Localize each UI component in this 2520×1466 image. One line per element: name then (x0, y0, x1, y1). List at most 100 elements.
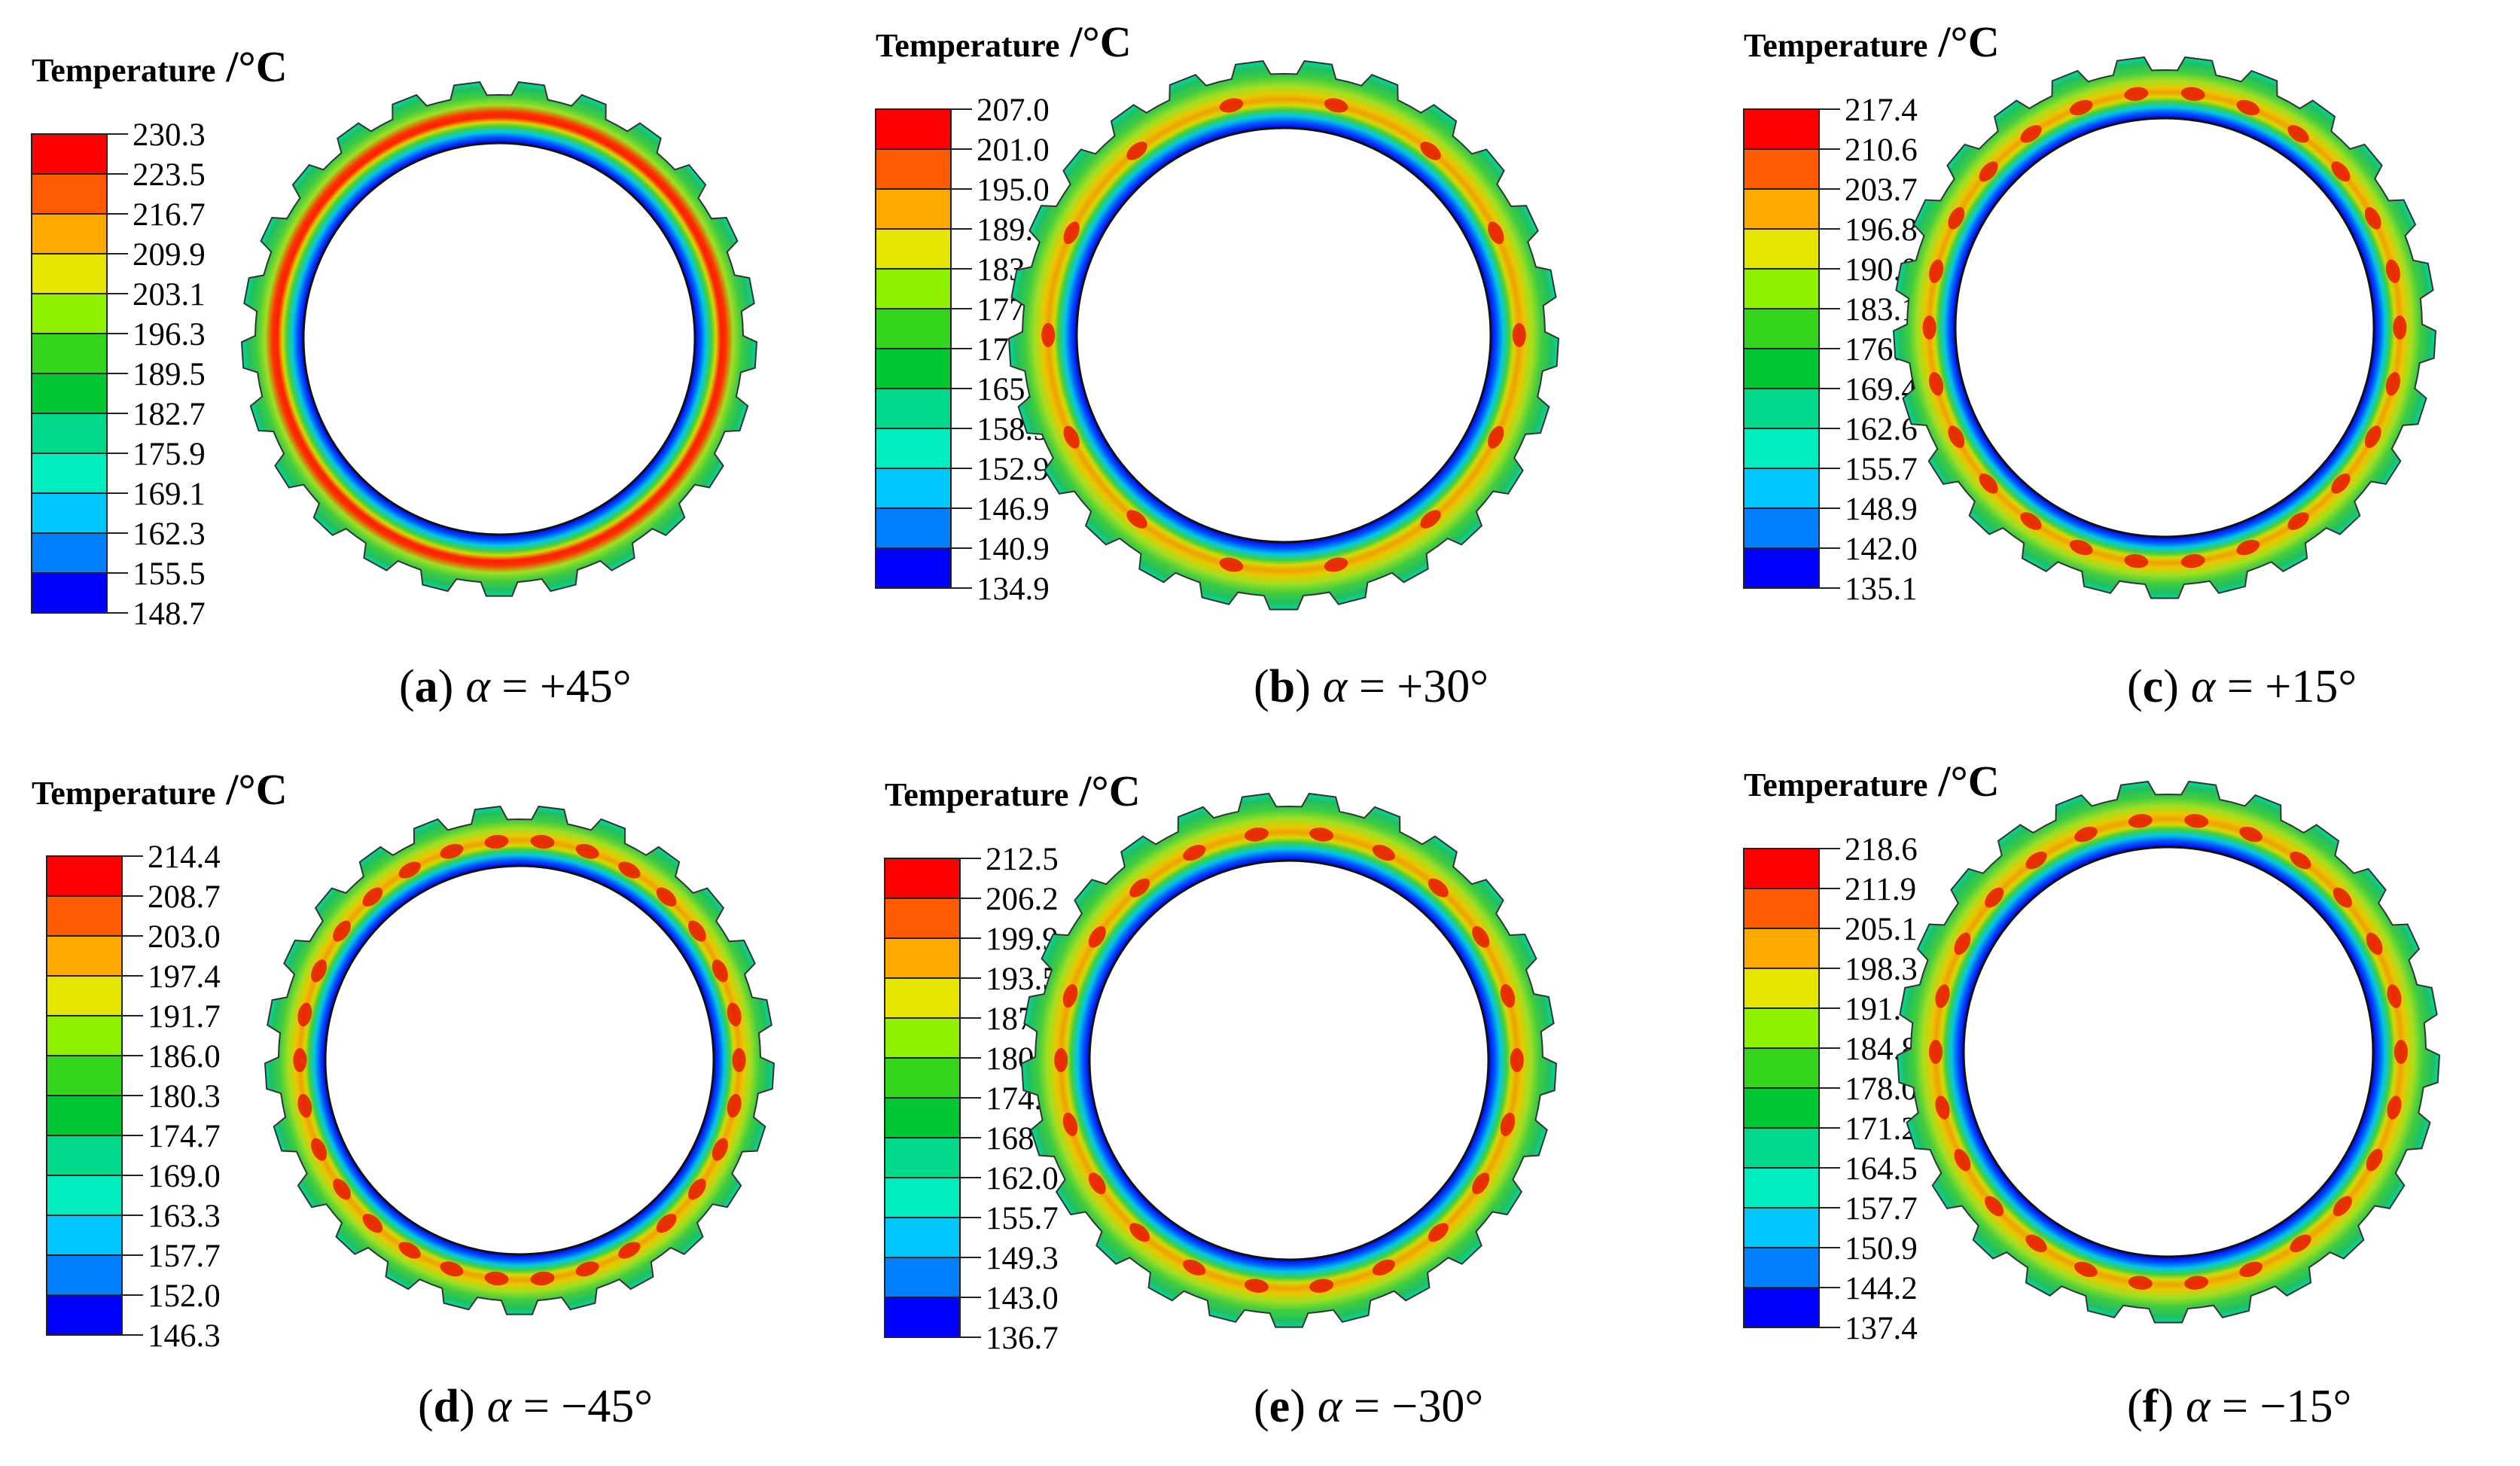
legend-swatch (876, 149, 951, 189)
legend-swatch (876, 349, 951, 389)
legend-swatch (885, 978, 960, 1018)
color-legend: 218.6211.9205.1198.3191.6184.8178.0171.2… (1743, 832, 1918, 1346)
legend-swatch (876, 548, 951, 588)
legend-tick-label: 148.7 (133, 596, 206, 632)
legend-swatch (1744, 1288, 1819, 1327)
panel-d: Temperature/°C 214.4 208.7 203.0 197.4 191.7 1… (32, 765, 776, 1432)
legend-swatch (876, 109, 951, 149)
legend-tick-label: 169.0 (148, 1159, 221, 1194)
legend-tick-label: 207.0 (977, 93, 1050, 128)
legend-tick-label: 155.5 (133, 556, 206, 592)
legend-swatch (32, 174, 107, 214)
legend-swatch (32, 413, 107, 453)
legend-tick-label: 175.9 (133, 437, 206, 472)
legend-tick-label: 162.3 (133, 517, 206, 552)
hot-spot (1372, 845, 1395, 861)
hot-spot (1428, 1223, 1449, 1242)
legend-swatch (876, 309, 951, 349)
legend-tick-label: 191.7 (148, 999, 221, 1035)
inner-bore (302, 142, 696, 536)
legend-tick-label: 155.7 (986, 1201, 1059, 1236)
hot-spot (1054, 1048, 1068, 1072)
hot-spot (2387, 984, 2402, 1008)
legend-swatch (1744, 1008, 1819, 1048)
legend-tick-label: 146.9 (977, 492, 1050, 527)
panel-caption: (f) α = −15° (2127, 1381, 2351, 1432)
legend-swatch (47, 1255, 122, 1295)
legend-swatch (32, 373, 107, 413)
legend-swatch (1744, 309, 1819, 349)
hot-spot (440, 843, 464, 859)
legend-swatch (885, 1257, 960, 1297)
legend-tick-label: 157.7 (148, 1239, 221, 1274)
legend-tick-label: 186.0 (148, 1039, 221, 1074)
temperature-contour-ring (1896, 780, 2441, 1324)
hot-spot (311, 1138, 328, 1161)
hot-spot (398, 1242, 421, 1259)
temperature-contour-ring (264, 805, 776, 1315)
hot-spot (1129, 878, 1150, 898)
panel-a: Temperature/°C 230.3 223.5 216.7 209.9 203.1 1… (31, 42, 758, 712)
inner-bore (1075, 126, 1492, 544)
legend-swatch (47, 1135, 122, 1175)
hot-spot (1420, 142, 1441, 160)
hot-spot (1979, 161, 1998, 182)
legend-swatch (1744, 1208, 1819, 1248)
legend-tick-label: 150.9 (1845, 1231, 1918, 1266)
hot-spot (1488, 221, 1504, 245)
legend-swatch (885, 1098, 960, 1138)
legend-swatch (1744, 428, 1819, 468)
hot-spot (1183, 1259, 1206, 1276)
legend-swatch (1744, 1168, 1819, 1208)
hot-spot (530, 1271, 555, 1286)
hot-spot (2394, 1040, 2408, 1064)
legend-tick-label: 197.4 (148, 959, 221, 995)
hot-spot (1062, 984, 1078, 1008)
legend-tick-label: 195.0 (977, 172, 1050, 208)
hot-spot (1063, 221, 1080, 245)
legend-tick-label: 180.3 (148, 1079, 221, 1114)
legend-tick-label: 136.7 (986, 1321, 1059, 1356)
legend-swatch (47, 1295, 122, 1335)
legend-swatch (47, 1016, 122, 1056)
legend-swatch (47, 1215, 122, 1255)
legend-tick-label: 144.2 (1845, 1271, 1918, 1306)
legend-swatch (1744, 149, 1819, 189)
hot-spot (618, 1242, 641, 1259)
hot-spot (2287, 125, 2309, 143)
legend-tick-label: 210.6 (1845, 133, 1918, 168)
legend-swatch (1744, 548, 1819, 588)
hot-spot (732, 1048, 746, 1072)
legend-swatch (32, 254, 107, 294)
legend-swatch (876, 468, 951, 508)
inner-bore (1088, 859, 1490, 1261)
hot-spot (1500, 1112, 1516, 1136)
hot-spot (2025, 1234, 2047, 1253)
temperature-contour-ring (1020, 792, 1558, 1328)
legend-tick-label: 183.1 (1845, 292, 1918, 328)
legend-swatch (1744, 349, 1819, 389)
hot-spot (2124, 87, 2149, 101)
hot-spot (1512, 323, 1526, 347)
hot-spot (2364, 425, 2381, 448)
hot-spot (1472, 925, 1490, 948)
color-legend: 214.4 208.7 203.0 197.4 191.7 186.0 180.3 174.7… (46, 840, 221, 1354)
color-legend: 230.3 223.5 216.7 209.9 203.1 196.3 189.5 182.7… (31, 117, 206, 632)
color-legend: 217.4210.6203.7196.8190.0183.1176.3169.4… (1743, 93, 1918, 607)
hot-spot (2239, 826, 2263, 843)
hot-spot (2331, 161, 2351, 182)
legend-swatch (32, 134, 107, 174)
hot-spot (575, 843, 599, 859)
legend-swatch (885, 1018, 960, 1058)
hot-spot (1510, 1048, 1524, 1072)
hot-spot (2128, 1276, 2153, 1290)
hot-spot (1324, 98, 1348, 113)
hot-spot (2020, 125, 2042, 143)
legend-swatch (876, 428, 951, 468)
hot-spot (2287, 512, 2309, 530)
hot-spot (2236, 539, 2260, 556)
hot-spot (2364, 207, 2381, 230)
temperature-contour-ring (240, 81, 758, 597)
legend-title: Temperature/°C (1744, 17, 2000, 66)
